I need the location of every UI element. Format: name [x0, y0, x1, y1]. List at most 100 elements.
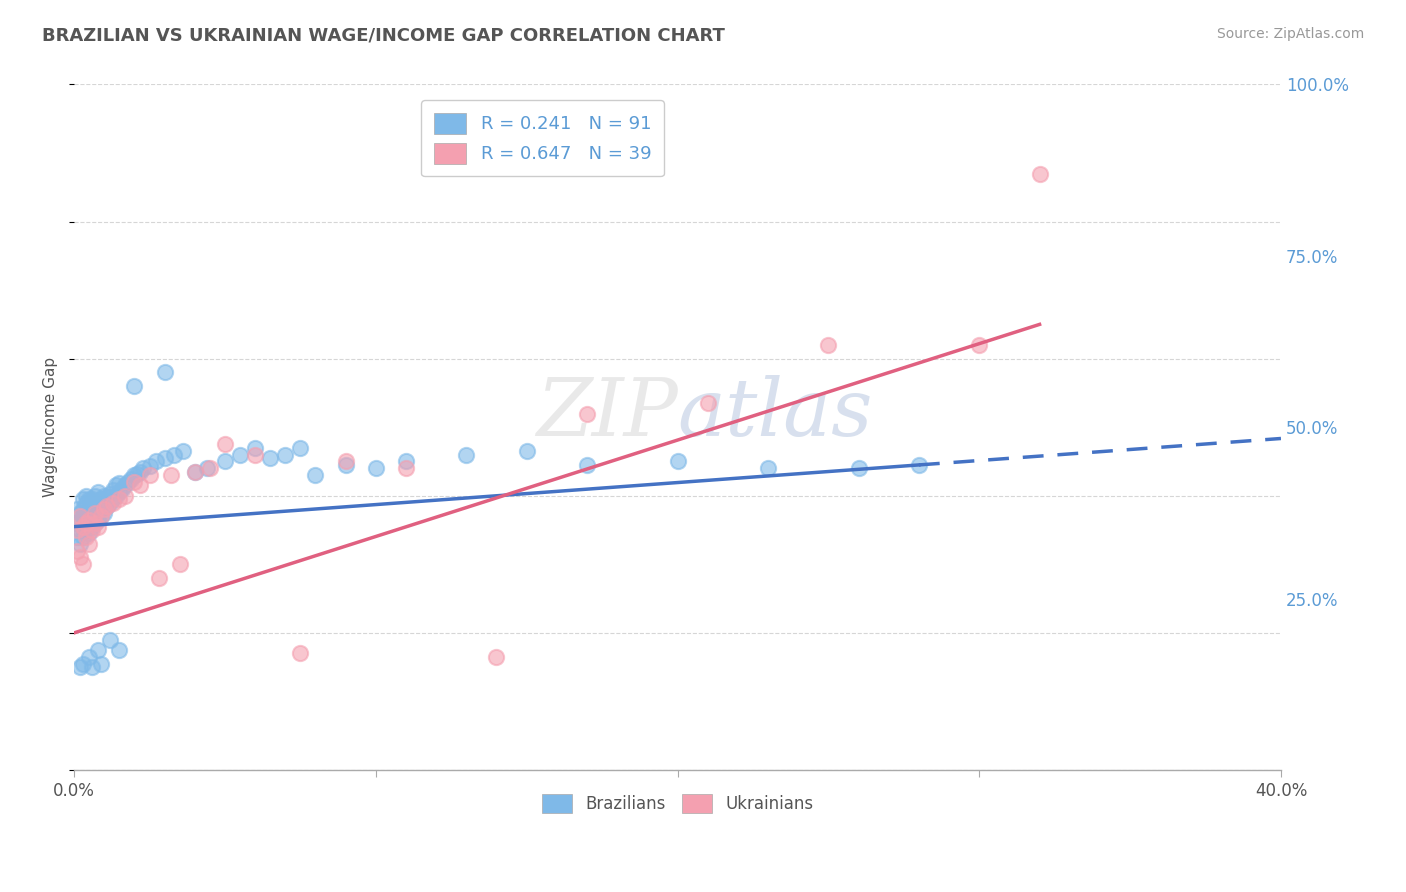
Point: [169, 558, 191, 572]
Point: [82, 513, 104, 527]
Point: [90, 502, 112, 516]
Point: [335, 454, 357, 468]
Point: [84, 506, 107, 520]
Point: [84, 489, 107, 503]
Point: [229, 448, 252, 462]
Point: [93, 506, 115, 520]
Point: [111, 482, 134, 496]
Point: [66, 543, 89, 558]
Point: [69, 660, 91, 674]
Point: [77, 492, 100, 507]
Point: [82, 519, 104, 533]
Point: [485, 649, 508, 664]
Point: [848, 461, 870, 475]
Point: [77, 537, 100, 551]
Point: [96, 499, 118, 513]
Point: [259, 451, 281, 466]
Point: [75, 489, 97, 503]
Point: [195, 461, 218, 475]
Point: [172, 444, 194, 458]
Point: [82, 492, 104, 507]
Point: [82, 523, 104, 537]
Point: [90, 657, 112, 671]
Point: [666, 454, 689, 468]
Point: [90, 509, 112, 524]
Point: [108, 492, 131, 507]
Text: BRAZILIAN VS UKRAINIAN WAGE/INCOME GAP CORRELATION CHART: BRAZILIAN VS UKRAINIAN WAGE/INCOME GAP C…: [42, 27, 725, 45]
Point: [66, 502, 89, 516]
Point: [124, 468, 146, 483]
Point: [756, 461, 779, 475]
Point: [129, 465, 152, 479]
Point: [214, 437, 236, 451]
Point: [148, 571, 170, 585]
Y-axis label: Wage/Income Gap: Wage/Income Gap: [44, 357, 58, 497]
Point: [98, 486, 121, 500]
Point: [696, 396, 718, 410]
Point: [87, 513, 110, 527]
Point: [114, 478, 136, 492]
Point: [516, 444, 538, 458]
Point: [96, 499, 118, 513]
Point: [69, 523, 91, 537]
Point: [75, 530, 97, 544]
Point: [69, 506, 91, 520]
Point: [69, 509, 91, 524]
Point: [93, 502, 115, 516]
Point: [103, 483, 125, 498]
Point: [72, 657, 94, 671]
Point: [153, 451, 176, 466]
Point: [129, 478, 152, 492]
Point: [108, 476, 131, 491]
Point: [82, 660, 104, 674]
Point: [105, 478, 128, 492]
Point: [87, 519, 110, 533]
Point: [290, 647, 312, 661]
Point: [290, 441, 312, 455]
Point: [456, 448, 478, 462]
Point: [124, 475, 146, 489]
Point: [93, 499, 115, 513]
Point: [576, 407, 599, 421]
Point: [72, 519, 94, 533]
Point: [395, 461, 418, 475]
Point: [243, 441, 266, 455]
Point: [75, 516, 97, 531]
Point: [77, 526, 100, 541]
Point: [72, 509, 94, 524]
Point: [66, 523, 89, 537]
Point: [90, 509, 112, 524]
Point: [77, 506, 100, 520]
Text: atlas: atlas: [678, 375, 873, 452]
Point: [120, 472, 142, 486]
Point: [90, 492, 112, 507]
Text: Source: ZipAtlas.com: Source: ZipAtlas.com: [1216, 27, 1364, 41]
Point: [138, 459, 160, 474]
Point: [108, 643, 131, 657]
Point: [75, 516, 97, 531]
Point: [163, 448, 186, 462]
Point: [84, 509, 107, 524]
Point: [82, 502, 104, 516]
Point: [105, 489, 128, 503]
Point: [69, 550, 91, 565]
Point: [87, 643, 110, 657]
Point: [214, 454, 236, 468]
Point: [108, 485, 131, 500]
Point: [75, 523, 97, 537]
Point: [153, 365, 176, 379]
Point: [335, 458, 357, 472]
Point: [184, 465, 207, 479]
Point: [114, 489, 136, 503]
Point: [243, 448, 266, 462]
Point: [395, 454, 418, 468]
Point: [1028, 167, 1050, 181]
Point: [87, 506, 110, 520]
Point: [98, 632, 121, 647]
Point: [72, 519, 94, 533]
Point: [77, 513, 100, 527]
Point: [72, 530, 94, 544]
Point: [159, 468, 181, 483]
Point: [84, 516, 107, 531]
Point: [69, 537, 91, 551]
